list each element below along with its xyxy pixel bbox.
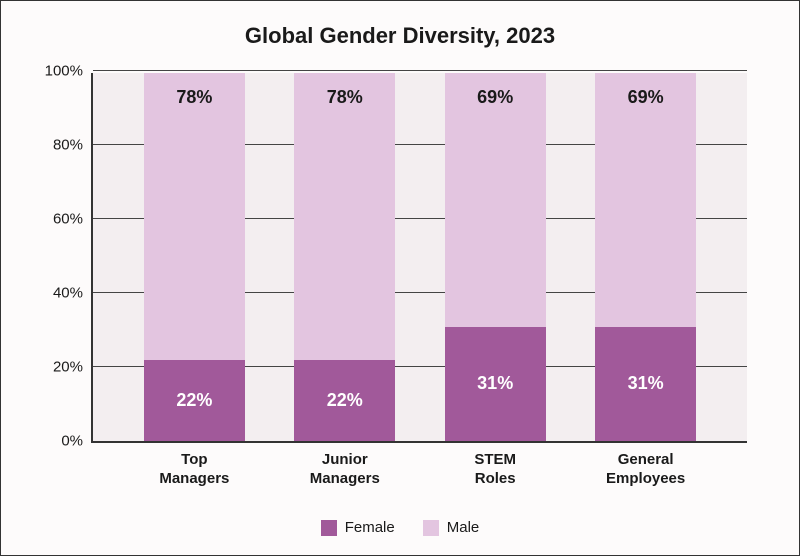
bar-segment-female: 22% <box>144 360 245 441</box>
bar-group: 69% 31% <box>445 73 546 441</box>
legend-label-male: Male <box>447 519 480 536</box>
ytick-label: 100% <box>45 63 93 80</box>
bar-group: 78% 22% <box>294 73 395 441</box>
bar-segment-female: 22% <box>294 360 395 441</box>
bar-segment-male: 69% <box>445 73 546 327</box>
bar-value-female: 22% <box>327 390 363 411</box>
xtick-label: GeneralEmployees <box>574 441 718 489</box>
bar-value-male: 78% <box>176 87 212 108</box>
ytick-label: 20% <box>53 359 93 376</box>
xtick-label: JuniorManagers <box>273 441 417 489</box>
ytick-label: 60% <box>53 211 93 228</box>
ytick-label: 80% <box>53 137 93 154</box>
xtick-label: STEMRoles <box>423 441 567 489</box>
bar-value-male: 78% <box>327 87 363 108</box>
legend-item-female: Female <box>321 519 395 536</box>
bar-value-male: 69% <box>628 87 664 108</box>
bar-group: 69% 31% <box>595 73 696 441</box>
chart-title: Global Gender Diversity, 2023 <box>1 23 799 49</box>
bar-value-female: 31% <box>477 373 513 394</box>
grid-line <box>93 70 747 71</box>
legend-swatch-female <box>321 520 337 536</box>
bar-group: 78% 22% <box>144 73 245 441</box>
legend-label-female: Female <box>345 519 395 536</box>
bar-segment-male: 78% <box>294 73 395 360</box>
legend: Female Male <box>1 519 799 536</box>
bar-value-female: 22% <box>176 390 212 411</box>
legend-item-male: Male <box>423 519 480 536</box>
bar-value-male: 69% <box>477 87 513 108</box>
ytick-label: 0% <box>61 433 93 450</box>
chart-frame: Global Gender Diversity, 2023 0% 20% 40% 60… <box>0 0 800 556</box>
bar-segment-male: 78% <box>144 73 245 360</box>
bar-segment-female: 31% <box>595 327 696 441</box>
bar-segment-female: 31% <box>445 327 546 441</box>
ytick-label: 40% <box>53 285 93 302</box>
plot-area: 0%20%40%60%80%100%78%22%TopManagers78%22… <box>91 73 747 443</box>
bar-value-female: 31% <box>628 373 664 394</box>
bar-segment-male: 69% <box>595 73 696 327</box>
xtick-label: TopManagers <box>122 441 266 489</box>
legend-swatch-male <box>423 520 439 536</box>
